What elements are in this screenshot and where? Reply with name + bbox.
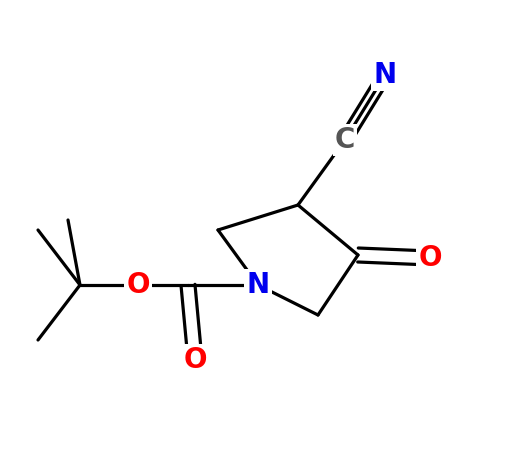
Text: C: C <box>335 126 355 154</box>
Text: N: N <box>373 61 397 89</box>
Text: O: O <box>418 244 442 272</box>
Text: N: N <box>247 271 269 299</box>
Text: O: O <box>183 346 207 374</box>
Text: O: O <box>126 271 150 299</box>
